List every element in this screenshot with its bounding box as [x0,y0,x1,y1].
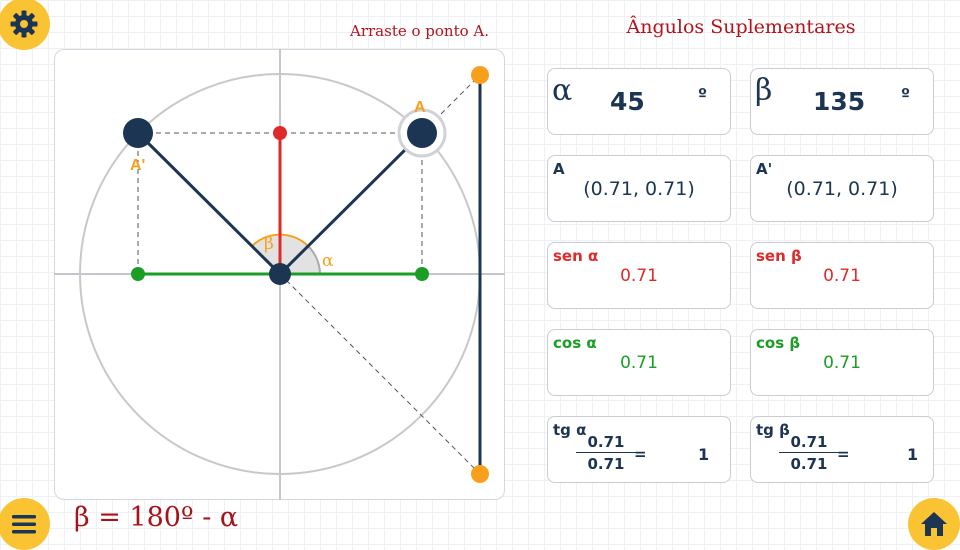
point-a-prime-coordinates: (0.71, 0.71) [786,178,898,200]
label-a-prime: A' [130,157,145,174]
point-a-label: A [553,160,565,178]
label-beta: β [264,234,274,254]
tg-alpha-card: tg α 0.71 0.71 = 1 [547,416,731,483]
tangent-point-top [471,66,489,84]
sine-point [273,126,287,140]
tg-beta-label: tg β [756,421,790,439]
hamburger-icon [12,515,36,534]
alpha-symbol: α [552,73,573,108]
tg-beta-card: tg β 0.71 0.71 = 1 [750,416,934,483]
origin-point [269,263,291,285]
tg-beta-equals: = [837,445,850,463]
cos-point-right [415,267,429,281]
beta-arc [252,234,320,274]
cos-alpha-value: 0.71 [620,353,658,373]
beta-unit: º [901,85,911,104]
supplementary-formula: β = 180º - α [74,502,239,533]
alpha-unit: º [698,85,708,104]
menu-button[interactable] [0,498,50,550]
tg-alpha-numerator: 0.71 [576,433,636,453]
home-icon [921,512,947,536]
sen-beta-value: 0.71 [823,266,861,286]
cos-point-left [131,267,145,281]
unit-circle-graph[interactable]: A A' α β [54,49,505,500]
tg-alpha-value: 1 [698,445,710,464]
cos-beta-label: cos β [756,334,801,352]
sen-alpha-value: 0.71 [620,266,658,286]
home-button[interactable] [908,498,960,550]
alpha-card: α 45 º [547,68,731,135]
point-a-prime [123,118,153,148]
radius-a-prime [136,131,282,276]
point-a-coordinates: (0.71, 0.71) [583,178,695,200]
tangent-point-bottom [471,465,489,483]
point-a-card: A (0.71, 0.71) [547,155,731,222]
radius-a [278,131,424,276]
tg-beta-value: 1 [907,445,919,464]
tangent-guide-down [279,273,481,475]
alpha-value: 45 [610,87,645,116]
cos-beta-card: cos β 0.71 [750,329,934,396]
cos-alpha-card: cos α 0.71 [547,329,731,396]
panel-title: Ângulos Suplementares [626,16,856,38]
unit-circle-canvas[interactable]: A A' α β [54,49,505,500]
tg-beta-fraction: 0.71 0.71 [779,433,839,473]
drag-instruction: Arraste o ponto A. [350,22,490,40]
beta-value: 135 [813,87,866,116]
beta-card: β 135 º [750,68,934,135]
sen-beta-label: sen β [756,247,802,265]
cos-beta-value: 0.71 [823,353,861,373]
tg-alpha-equals: = [634,445,647,463]
sen-alpha-card: sen α 0.71 [547,242,731,309]
point-a-prime-label: A' [756,160,773,178]
tg-alpha-fraction: 0.71 0.71 [576,433,636,473]
tg-beta-numerator: 0.71 [779,433,839,453]
gear-icon [10,10,38,38]
sen-beta-card: sen β 0.71 [750,242,934,309]
beta-symbol: β [755,73,773,108]
tg-alpha-denominator: 0.71 [587,455,625,473]
label-a: A [414,99,426,116]
point-a[interactable] [407,118,437,148]
sen-alpha-label: sen α [553,247,599,265]
label-alpha: α [322,251,334,271]
tg-beta-denominator: 0.71 [790,455,828,473]
point-a-prime-card: A' (0.71, 0.71) [750,155,934,222]
cos-alpha-label: cos α [553,334,597,352]
tg-alpha-label: tg α [553,421,587,439]
settings-button[interactable] [0,0,50,50]
alpha-arc-line [307,245,321,275]
